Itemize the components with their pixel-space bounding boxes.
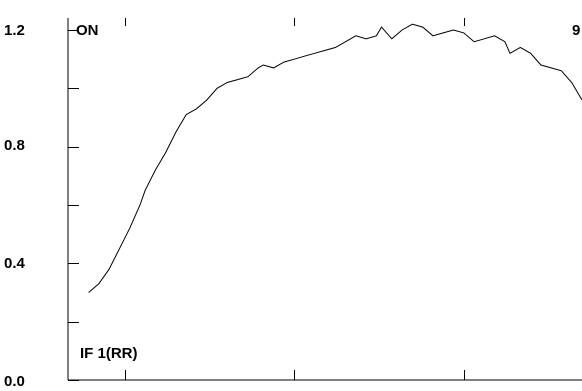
annotation-top-right: 9 [572, 22, 580, 39]
y-tick-marks [68, 30, 79, 381]
y-tick-labels: 0.0 0.4 0.8 1.2 [4, 22, 26, 390]
y-tick-label: 1.2 [4, 22, 25, 39]
y-tick-label: 0.0 [4, 373, 25, 390]
y-tick-label: 0.8 [4, 137, 25, 154]
series-line [88, 23, 582, 293]
annotation-on: ON [76, 22, 99, 39]
x-tick-marks [125, 18, 465, 380]
chart-axes [67, 18, 582, 381]
y-tick-label: 0.4 [4, 255, 26, 272]
annotation-if-rr: IF 1(RR) [80, 345, 138, 362]
